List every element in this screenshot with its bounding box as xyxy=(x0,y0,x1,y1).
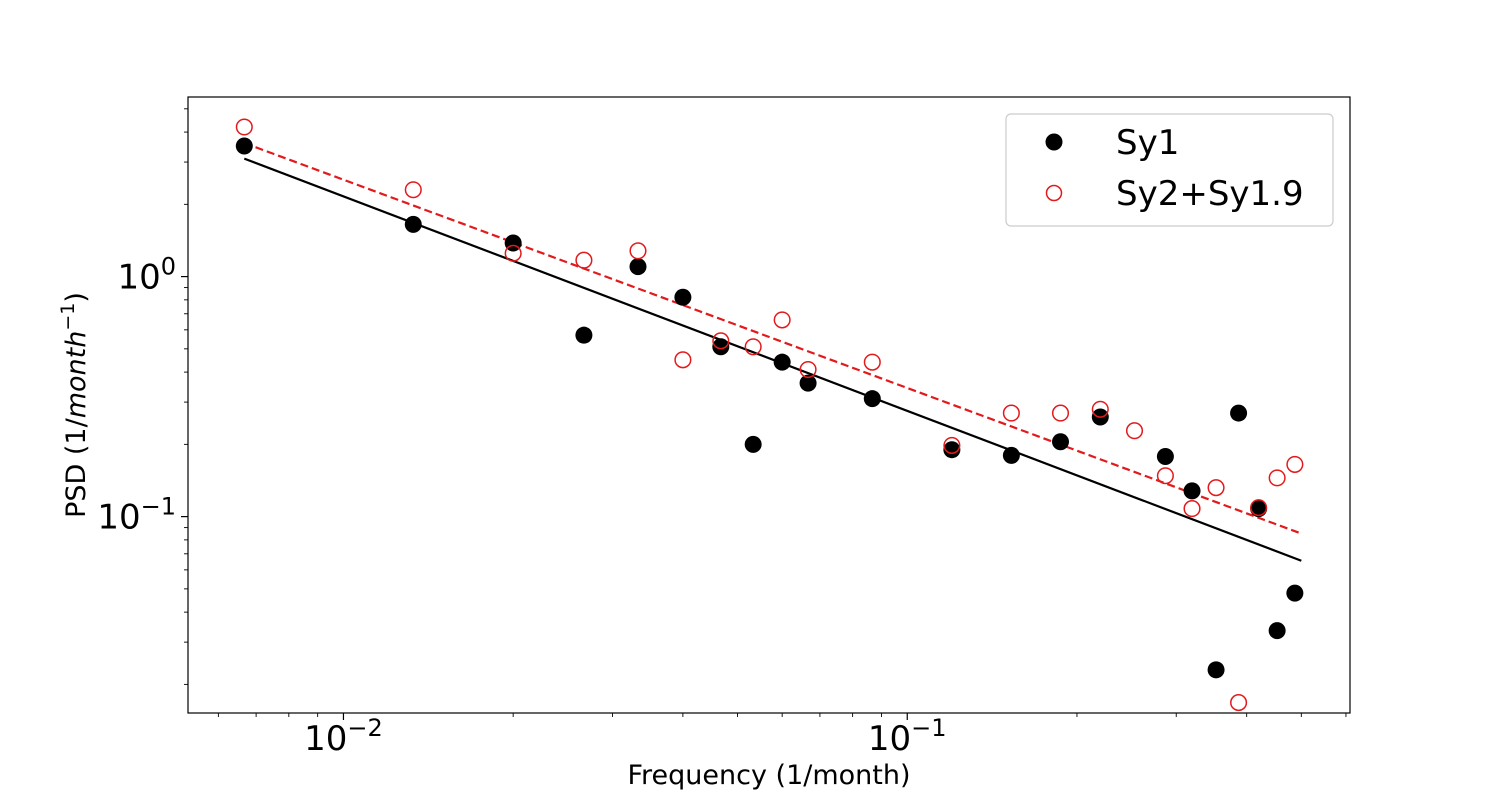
legend-marker-sy2 xyxy=(1045,184,1063,202)
data-point-sy2-sy1-9 xyxy=(773,311,791,329)
x-tick-label: 10−1 xyxy=(868,714,947,759)
legend: Sy1 Sy2+Sy1.9 xyxy=(1005,113,1334,227)
legend-frame xyxy=(1005,113,1334,227)
data-point-sy1 xyxy=(1250,500,1268,518)
data-point-sy2-sy1-9 xyxy=(1156,467,1174,485)
x-axis-label: Frequency (1/month) xyxy=(627,760,910,791)
data-point-sy1 xyxy=(674,288,692,306)
legend-label-sy2: Sy2+Sy1.9 xyxy=(1116,174,1304,214)
data-point-sy1 xyxy=(575,326,593,344)
data-point-sy1 xyxy=(1052,433,1070,451)
data-point-sy2-sy1-9 xyxy=(504,244,522,262)
data-point-sy2-sy1-9 xyxy=(1051,404,1070,422)
data-point-sy2-sy1-9 xyxy=(1250,499,1268,517)
data-point-sy1 xyxy=(799,374,817,392)
y-tick-label: 10−1 xyxy=(97,493,176,538)
data-point-sy2-sy1-9 xyxy=(1230,694,1248,712)
data-point-sy2-sy1-9 xyxy=(863,353,881,371)
data-point-sy2-sy1-9 xyxy=(674,351,692,369)
y-axis-label: PSD (1/month−1) xyxy=(57,292,92,518)
y-tick-label: 100 xyxy=(117,253,176,298)
data-point-sy1 xyxy=(1230,404,1248,422)
data-point-sy1 xyxy=(1183,482,1201,500)
data-point-sy2-sy1-9 xyxy=(1091,400,1109,418)
data-point-sy2-sy1-9 xyxy=(575,251,593,269)
data-point-sy2-sy1-9 xyxy=(1125,422,1144,440)
data-point-sy1 xyxy=(1156,448,1174,466)
data-point-sy1 xyxy=(1286,584,1304,602)
data-point-sy1 xyxy=(863,390,881,408)
data-point-sy2-sy1-9 xyxy=(744,338,762,356)
data-point-sy2-sy1-9 xyxy=(1286,455,1304,473)
data-point-sy2-sy1-9 xyxy=(629,242,647,260)
data-point-sy2-sy1-9 xyxy=(1183,500,1201,518)
data-point-sy2-sy1-9 xyxy=(1207,479,1225,497)
data-point-sy1 xyxy=(404,215,422,233)
data-point-sy2-sy1-9 xyxy=(404,181,422,199)
fit-line-sy2 xyxy=(243,142,1302,535)
data-point-sy2-sy1-9 xyxy=(799,360,817,379)
data-point-sy1 xyxy=(1207,661,1225,679)
data-point-sy1 xyxy=(712,338,730,356)
data-point-sy2-sy1-9 xyxy=(235,118,253,136)
data-point-sy1 xyxy=(943,441,961,459)
legend-marker-sy1 xyxy=(1045,133,1063,151)
data-point-sy1 xyxy=(235,137,253,155)
data-point-sy1 xyxy=(1268,622,1286,640)
data-point-sy1 xyxy=(629,258,647,276)
x-tick-label: 10−2 xyxy=(304,714,383,759)
data-point-sy1 xyxy=(1002,446,1020,464)
data-point-sy2-sy1-9 xyxy=(712,332,730,350)
data-point-sy1 xyxy=(773,353,791,371)
data-point-sy2-sy1-9 xyxy=(943,436,961,454)
data-point-sy2-sy1-9 xyxy=(1268,469,1286,487)
data-point-sy2-sy1-9 xyxy=(1002,404,1020,422)
data-point-sy1 xyxy=(744,435,762,453)
legend-label-sy1: Sy1 xyxy=(1116,123,1179,163)
